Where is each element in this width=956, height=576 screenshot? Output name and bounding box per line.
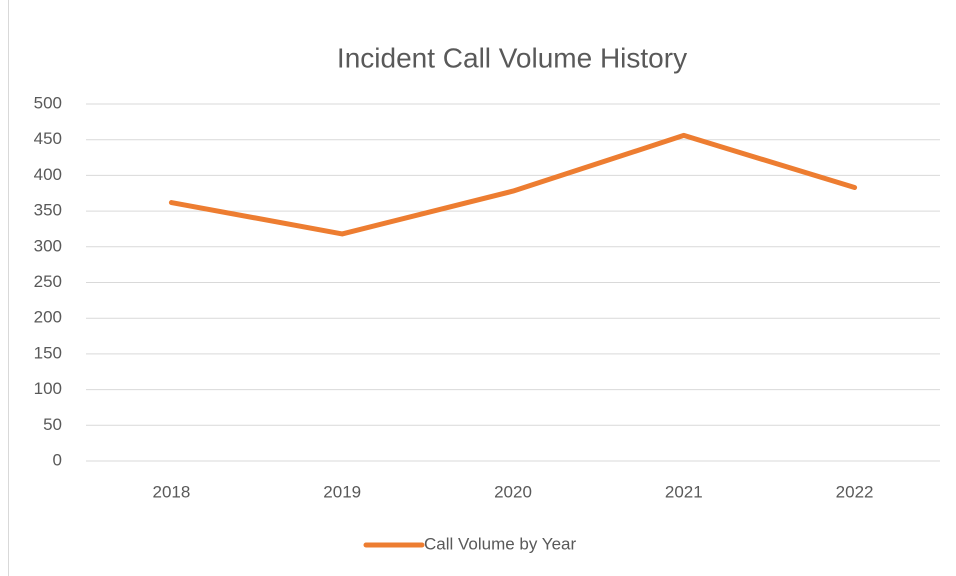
- y-tick-label: 450: [34, 129, 62, 148]
- y-tick-label: 100: [34, 379, 62, 398]
- y-tick-label: 50: [43, 415, 62, 434]
- x-tick-label: 2018: [152, 482, 190, 501]
- y-tick-label: 0: [53, 450, 62, 469]
- y-tick-label: 500: [34, 93, 62, 112]
- y-tick-label: 200: [34, 308, 62, 327]
- line-series: [168, 132, 858, 237]
- y-tick-label: 150: [34, 343, 62, 362]
- x-tick-label: 2020: [494, 482, 532, 501]
- chart-title: Incident Call Volume History: [337, 42, 687, 73]
- x-tick-label: 2019: [323, 482, 361, 501]
- y-tick-label: 400: [34, 165, 62, 184]
- y-tick-label: 300: [34, 236, 62, 255]
- y-tick-label: 250: [34, 272, 62, 291]
- x-tick-label: 2022: [836, 482, 874, 501]
- y-tick-label: 350: [34, 201, 62, 220]
- legend-label: Call Volume by Year: [424, 534, 576, 553]
- x-tick-label: 2021: [665, 482, 703, 501]
